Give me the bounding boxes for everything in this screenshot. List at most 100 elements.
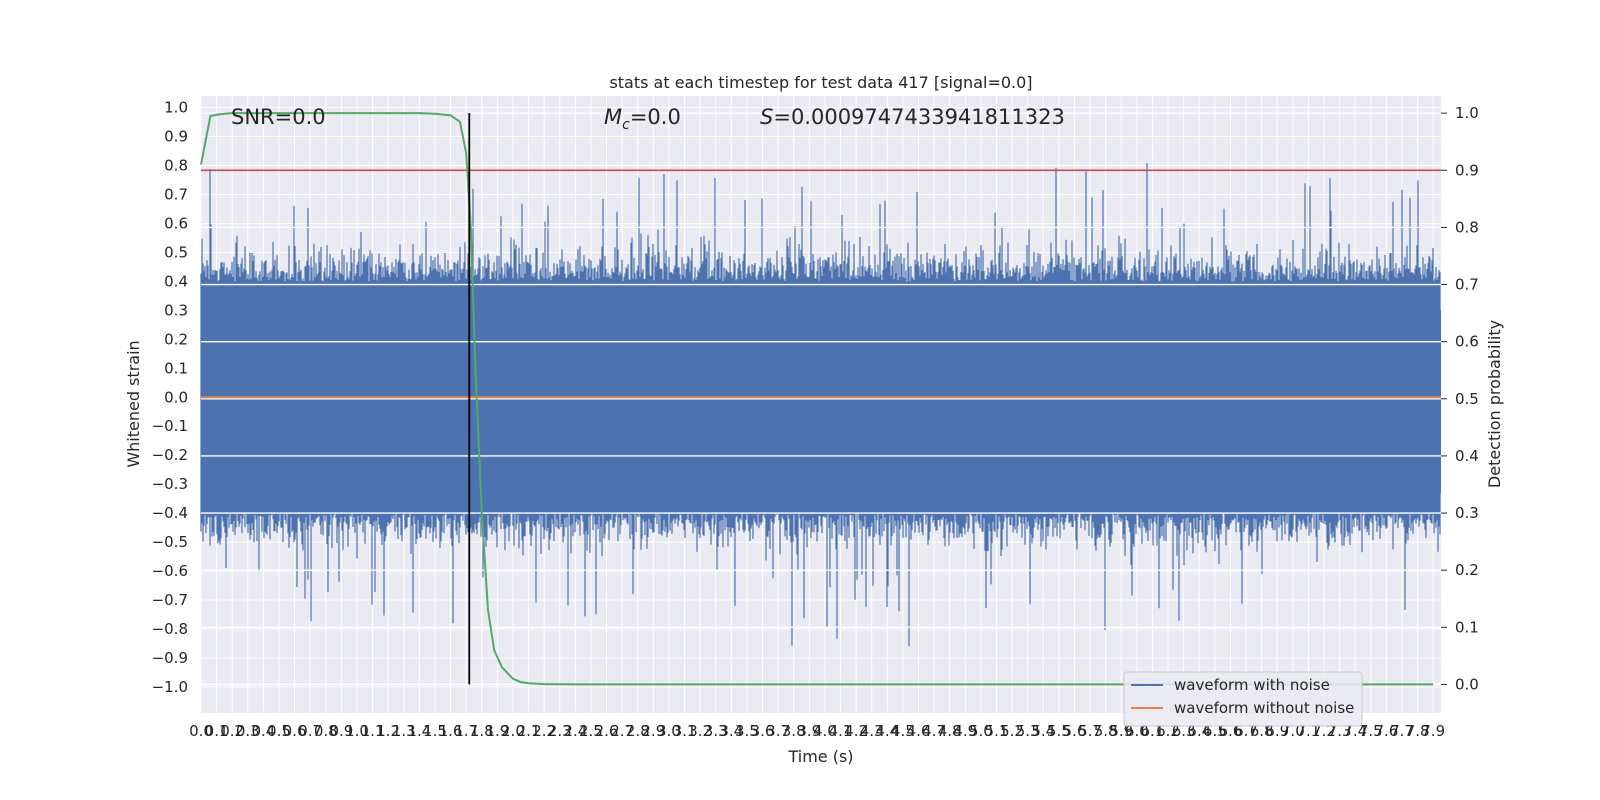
x-tick-label: 2.5 xyxy=(579,722,603,740)
y-tick-label: 0.5 xyxy=(164,243,188,261)
x-tick-label: 0.3 xyxy=(236,722,260,740)
x-tick-label: 1.4 xyxy=(407,722,431,740)
y-tick-label: −0.1 xyxy=(152,417,188,435)
y-tick-label: −0.6 xyxy=(152,562,188,580)
x-tick-label: 1.2 xyxy=(376,722,400,740)
x-tick-label: 5.0 xyxy=(969,722,993,740)
y-tick-label: 0.3 xyxy=(164,301,188,319)
x-tick-label: 0.4 xyxy=(251,722,275,740)
x-tick-label: 3.2 xyxy=(688,722,712,740)
y-tick-label: −0.3 xyxy=(152,475,188,493)
y-tick-label: 0.4 xyxy=(164,272,188,290)
x-tick-label: 0.7 xyxy=(298,722,322,740)
y2-tick-label: 0.1 xyxy=(1455,618,1479,636)
y-tick-label: 0.9 xyxy=(164,128,188,146)
x-tick-label: 7.9 xyxy=(1421,722,1445,740)
x-tick-label: 4.9 xyxy=(953,722,977,740)
x-tick-label: 4.4 xyxy=(875,722,899,740)
s-symbol: S xyxy=(760,105,773,129)
legend-box xyxy=(1123,671,1363,727)
x-tick-label: 3.7 xyxy=(766,722,790,740)
x-tick-label: 1.5 xyxy=(423,722,447,740)
x-tick-label: 0.9 xyxy=(329,722,353,740)
x-tick-label: 4.8 xyxy=(938,722,962,740)
chart-title: stats at each timestep for test data 417… xyxy=(609,73,1032,92)
x-tick-label: 5.3 xyxy=(1016,722,1040,740)
y2-axis-ticks: 1.0 0.9 0.8 0.7 0.6 0.5 0.4 0.3 0.2 0.1 0.0 xyxy=(1441,104,1479,693)
y-tick-label: 1.0 xyxy=(164,99,188,117)
x-tick-label: 3.9 xyxy=(797,722,821,740)
snr-annotation: SNR=0.0 xyxy=(231,105,326,129)
x-tick-label: 1.7 xyxy=(454,722,478,740)
x-tick-label: 4.5 xyxy=(891,722,915,740)
x-tick-label: 1.6 xyxy=(439,722,463,740)
x-tick-label: 2.9 xyxy=(641,722,665,740)
mc-value: =0.0 xyxy=(630,105,681,129)
s-value: =0.0009747433941811323 xyxy=(773,105,1065,129)
y2-tick-label: 0.6 xyxy=(1455,333,1479,351)
x-tick-label: 4.3 xyxy=(860,722,884,740)
x-tick-label: 3.3 xyxy=(704,722,728,740)
legend-label-waveform-with-noise: waveform with noise xyxy=(1174,676,1330,694)
y-tick-label: −0.5 xyxy=(152,533,188,551)
y2-tick-label: 0.4 xyxy=(1455,447,1479,465)
x-tick-label: 3.8 xyxy=(782,722,806,740)
x-tick-label: 7.8 xyxy=(1406,722,1430,740)
x-tick-label: 3.6 xyxy=(751,722,775,740)
y-tick-label: −0.4 xyxy=(152,504,188,522)
x-tick-label: 1.9 xyxy=(485,722,509,740)
y-tick-label: −0.2 xyxy=(152,446,188,464)
noise-core-band xyxy=(201,310,1441,493)
x-tick-label: 0.6 xyxy=(283,722,307,740)
series-lines xyxy=(200,112,1441,686)
x-tick-label: 1.8 xyxy=(470,722,494,740)
x-axis-label: Time (s) xyxy=(787,747,853,766)
x-tick-label: 7.6 xyxy=(1374,722,1398,740)
x-tick-label: 2.0 xyxy=(501,722,525,740)
mc-symbol: M xyxy=(604,105,622,129)
y2-tick-label: 0.2 xyxy=(1455,561,1479,579)
x-tick-label: 5.6 xyxy=(1063,722,1087,740)
x-tick-label: 4.2 xyxy=(844,722,868,740)
x-tick-label: 1.0 xyxy=(345,722,369,740)
x-tick-label: 0.1 xyxy=(205,722,229,740)
x-tick-label: 2.7 xyxy=(610,722,634,740)
y2-tick-label: 0.3 xyxy=(1455,504,1479,522)
x-tick-label: 2.4 xyxy=(563,722,587,740)
y2-tick-label: 1.0 xyxy=(1455,104,1479,122)
y-tick-label: 0.1 xyxy=(164,359,188,377)
x-tick-label: 0.5 xyxy=(267,722,291,740)
x-tick-label: 0.2 xyxy=(220,722,244,740)
y-axis-label: Whitened strain xyxy=(124,340,143,467)
x-tick-label: 1.1 xyxy=(361,722,385,740)
y-tick-label: 0.7 xyxy=(164,185,188,203)
y-tick-label: 0.6 xyxy=(164,214,188,232)
x-tick-label: 2.3 xyxy=(548,722,572,740)
x-tick-label: 5.5 xyxy=(1047,722,1071,740)
y-axis-ticks: 1.0 0.9 0.8 0.7 0.6 0.5 0.4 0.3 0.2 0.1 0.0 −0.1 −0.… xyxy=(152,99,188,696)
x-tick-label: 2.2 xyxy=(532,722,556,740)
y-tick-label: −0.8 xyxy=(152,620,188,638)
x-tick-label: 5.1 xyxy=(985,722,1009,740)
x-tick-label: 5.4 xyxy=(1031,722,1055,740)
x-tick-label: 4.6 xyxy=(907,722,931,740)
x-tick-label: 4.0 xyxy=(813,722,837,740)
x-tick-label: 1.3 xyxy=(392,722,416,740)
x-tick-label: 0.0 xyxy=(189,722,213,740)
y-tick-label: −0.7 xyxy=(152,591,188,609)
y-tick-label: 0.8 xyxy=(164,157,188,175)
x-tick-label: 2.8 xyxy=(626,722,650,740)
x-tick-label: 3.4 xyxy=(719,722,743,740)
legend: waveform with noise waveform without noi… xyxy=(1123,671,1363,727)
y2-tick-label: 0.9 xyxy=(1455,161,1479,179)
y-tick-label: 0.0 xyxy=(164,388,188,406)
y-tick-label: −0.9 xyxy=(152,649,188,667)
x-tick-label: 5.2 xyxy=(1000,722,1024,740)
y2-tick-label: 0.5 xyxy=(1455,390,1479,408)
y2-tick-label: 0.8 xyxy=(1455,218,1479,236)
x-tick-label: 3.5 xyxy=(735,722,759,740)
x-tick-label: 3.1 xyxy=(673,722,697,740)
y-tick-label: −1.0 xyxy=(152,678,188,696)
y2-tick-label: 0.0 xyxy=(1455,675,1479,693)
